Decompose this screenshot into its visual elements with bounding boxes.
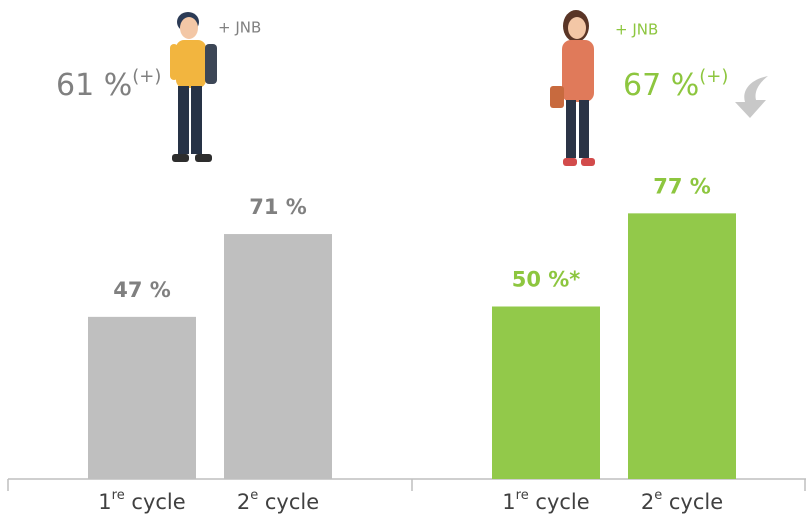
tag: + JNB [615,21,658,39]
ordinal: 2 [641,490,654,514]
category-rest: cycle [125,490,186,514]
tag: + JNB [218,19,261,37]
value-label: 47 % [113,278,171,302]
bar [88,317,196,479]
headline: 67 %(+) [623,66,728,103]
ordinal: 2 [237,490,250,514]
value-label: 71 % [249,195,307,219]
bar [492,307,600,480]
headline-value: 67 % [623,68,699,103]
ordinal: 1 [98,490,111,514]
ordinal-suffix: e [654,488,662,503]
value-label: 77 % [653,174,711,198]
boy-illustration [170,12,217,162]
headline-value: 61 % [56,68,132,103]
ordinal-suffix: re [516,488,529,503]
category-label: 1re cycle [502,488,589,515]
category-label: 1re cycle [98,488,185,515]
category-rest: cycle [529,490,590,514]
infographic: 61 %(+)+ JNB47 %1re cycle71 %2e cycle67 … [0,0,806,520]
value-label: 50 %* [512,268,581,292]
headline-note: (+) [132,66,161,87]
category-rest: cycle [258,490,319,514]
category-rest: cycle [662,490,723,514]
category-label: 2e cycle [641,488,723,515]
category-label: 2e cycle [237,488,319,515]
headline: 61 %(+) [56,66,161,103]
ordinal-suffix: re [112,488,125,503]
ordinal-suffix: e [250,488,258,503]
trend-arrow [735,76,768,118]
ordinal: 1 [502,490,515,514]
bar [628,213,736,479]
bar [224,234,332,479]
girl-illustration [550,10,595,166]
headline-note: (+) [699,66,728,87]
